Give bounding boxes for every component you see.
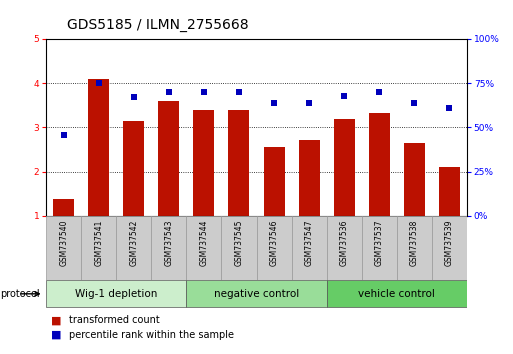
Text: GSM737536: GSM737536: [340, 219, 349, 266]
Point: [445, 105, 453, 111]
Bar: [123, 121, 144, 216]
Text: GSM737537: GSM737537: [374, 219, 384, 266]
Text: GSM737546: GSM737546: [269, 219, 279, 266]
Bar: [291, 216, 327, 280]
Point: [410, 100, 418, 105]
Text: GSM737543: GSM737543: [164, 219, 173, 266]
Bar: [362, 216, 397, 280]
Point: [200, 89, 208, 95]
Bar: [88, 79, 109, 216]
Bar: [186, 280, 327, 307]
Point: [94, 80, 103, 86]
Text: ■: ■: [51, 330, 62, 339]
Bar: [46, 280, 186, 307]
Point: [305, 100, 313, 105]
Bar: [327, 280, 467, 307]
Bar: [432, 216, 467, 280]
Text: vehicle control: vehicle control: [358, 289, 435, 299]
Bar: [327, 216, 362, 280]
Text: transformed count: transformed count: [69, 315, 160, 325]
Point: [340, 93, 348, 98]
Text: GSM737547: GSM737547: [305, 219, 313, 266]
Bar: [404, 143, 425, 216]
Bar: [439, 167, 460, 216]
Bar: [159, 101, 180, 216]
Text: GSM737539: GSM737539: [445, 219, 454, 266]
Text: GSM737540: GSM737540: [59, 219, 68, 266]
Bar: [116, 216, 151, 280]
Bar: [228, 110, 249, 216]
Text: GSM737538: GSM737538: [410, 219, 419, 266]
Text: GSM737544: GSM737544: [200, 219, 208, 266]
Text: GSM737542: GSM737542: [129, 219, 139, 266]
Text: percentile rank within the sample: percentile rank within the sample: [69, 330, 234, 339]
Point: [165, 89, 173, 95]
Bar: [256, 216, 291, 280]
Bar: [81, 216, 116, 280]
Point: [235, 89, 243, 95]
Bar: [264, 147, 285, 216]
Bar: [299, 140, 320, 216]
Text: GSM737541: GSM737541: [94, 219, 103, 266]
Point: [130, 95, 138, 100]
Bar: [186, 216, 222, 280]
Text: ■: ■: [51, 315, 62, 325]
Text: Wig-1 depletion: Wig-1 depletion: [75, 289, 157, 299]
Bar: [369, 113, 390, 216]
Bar: [53, 199, 74, 216]
Bar: [193, 110, 214, 216]
Text: GDS5185 / ILMN_2755668: GDS5185 / ILMN_2755668: [67, 18, 248, 32]
Bar: [333, 119, 354, 216]
Point: [375, 89, 383, 95]
Bar: [46, 216, 81, 280]
Bar: [151, 216, 186, 280]
Text: negative control: negative control: [214, 289, 299, 299]
Text: GSM737545: GSM737545: [234, 219, 244, 266]
Point: [60, 132, 68, 137]
Bar: [397, 216, 432, 280]
Text: protocol: protocol: [1, 289, 40, 299]
Point: [270, 100, 278, 105]
Bar: [222, 216, 256, 280]
